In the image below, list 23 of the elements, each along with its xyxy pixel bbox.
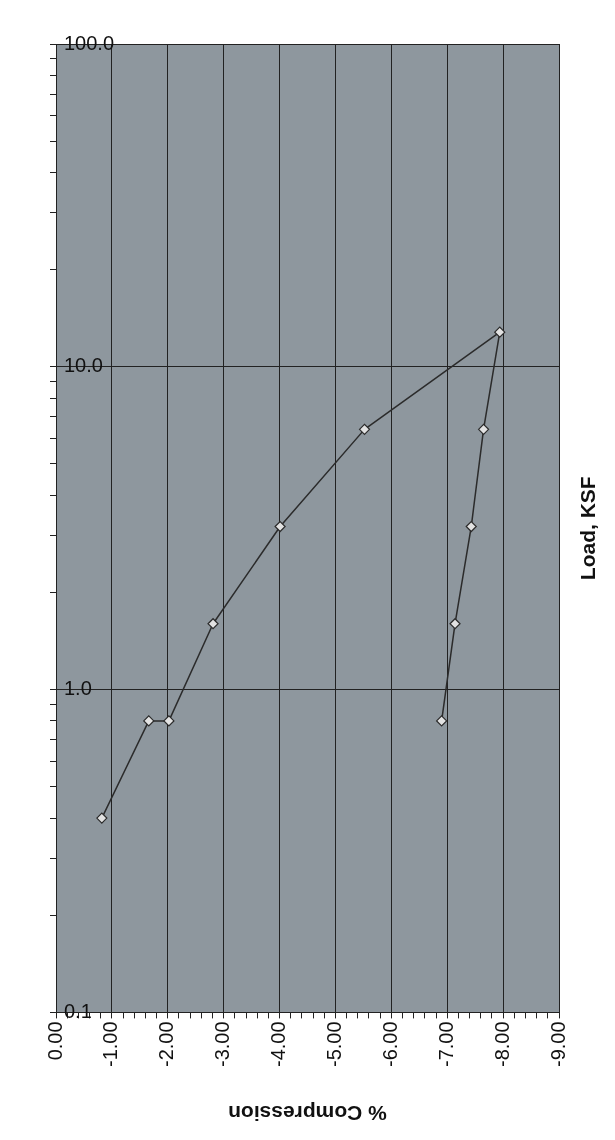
x-tick-label: -4.00 [267, 1021, 290, 1068]
point [96, 812, 108, 824]
point [465, 520, 477, 533]
x-axis-title: % Compression [228, 1102, 387, 1126]
point [477, 423, 490, 435]
point [358, 423, 371, 435]
x-tick-label: -9.00 [546, 1021, 569, 1068]
x-tick-label: -8.00 [490, 1021, 513, 1068]
point [274, 520, 286, 533]
point [449, 618, 461, 630]
point [163, 715, 175, 727]
x-tick-label: -6.00 [378, 1021, 401, 1068]
x-tick-label: -2.00 [155, 1021, 178, 1068]
x-tick-label: -1.00 [99, 1021, 122, 1068]
x-tick-label: -7.00 [434, 1021, 457, 1068]
x-tick-label: -3.00 [211, 1021, 234, 1068]
y-axis-title: Load, KSF [575, 476, 599, 581]
x-tick-label: -5.00 [322, 1021, 345, 1068]
point [436, 715, 448, 727]
point [494, 326, 506, 338]
x-tick-label: 0.00 [43, 1021, 66, 1061]
point [143, 715, 155, 727]
point [207, 618, 219, 630]
